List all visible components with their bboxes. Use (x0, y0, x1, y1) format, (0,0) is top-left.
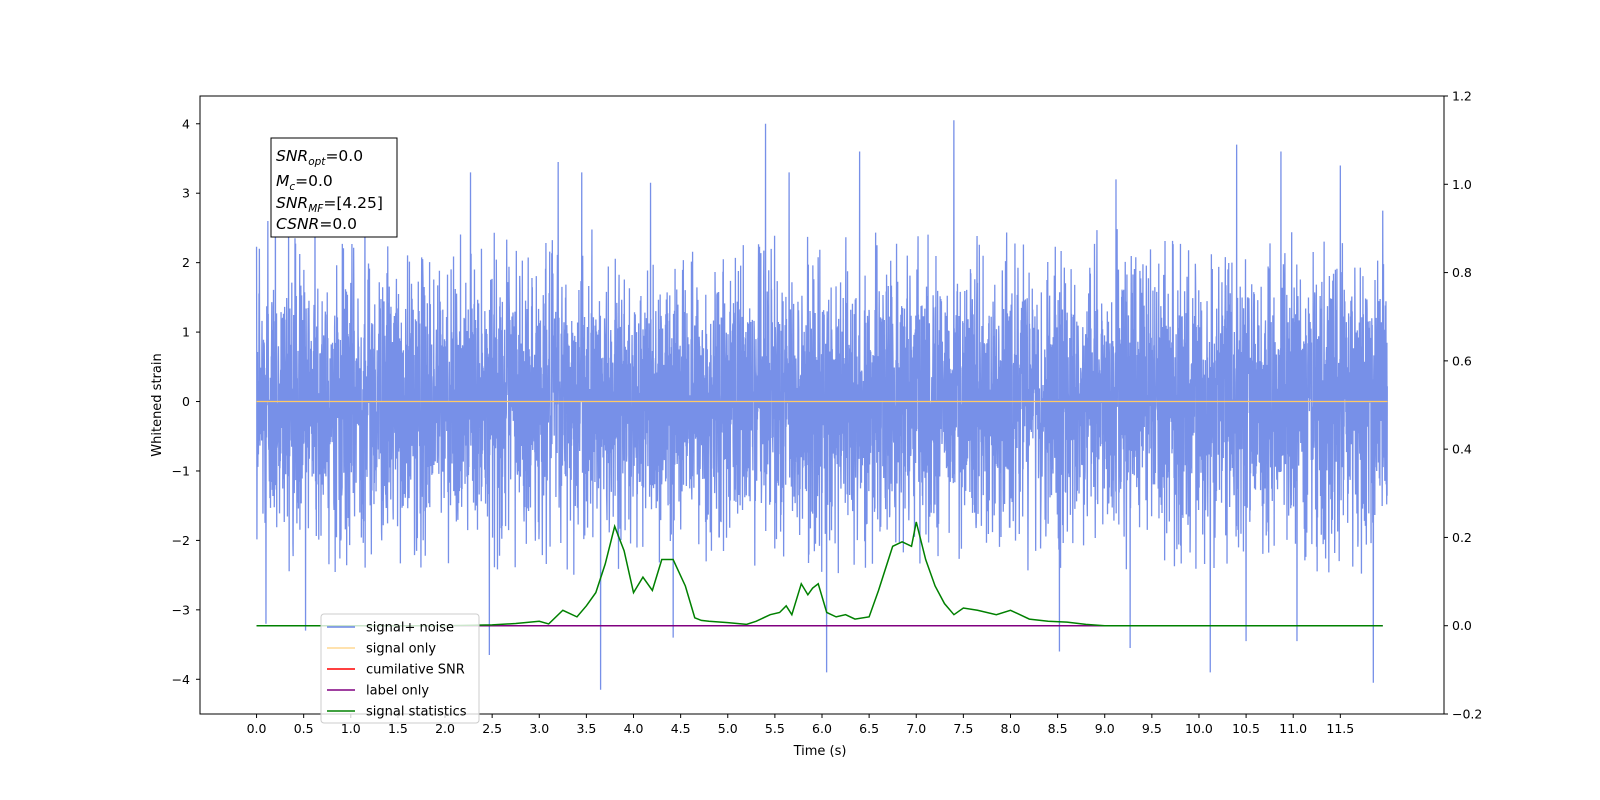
x-tick-label: 2.0 (435, 721, 455, 736)
legend-label-only: label only (327, 684, 429, 699)
x-tick-label: 9.0 (1095, 721, 1115, 736)
legend-signal-only: signal only (327, 642, 436, 657)
y-axis-label: Whitened strain (150, 353, 165, 456)
x-tick-label: 3.0 (529, 721, 549, 736)
y-tick-label: 1 (182, 325, 190, 340)
x-tick-label: 11.5 (1326, 721, 1354, 736)
legend: signal+ noise signal only cumilative SNR la… (320, 613, 480, 724)
x-tick-label: 3.5 (576, 721, 596, 736)
y2-tick-label: 0.2 (1452, 530, 1472, 545)
x-tick-label: 9.5 (1142, 721, 1162, 736)
y2-tick-label: 0.4 (1452, 442, 1472, 457)
y2-tick-label: 1.0 (1452, 177, 1472, 192)
y-tick-label: −1 (172, 463, 190, 478)
stats-box (270, 137, 398, 238)
x-tick-label: 0.0 (247, 721, 267, 736)
legend-label: signal statistics (366, 705, 467, 720)
x-tick-label: 1.5 (388, 721, 408, 736)
legend-cumulative-snr: cumilative SNR (327, 663, 465, 678)
legend-label: signal only (366, 642, 436, 657)
stat-snr-mf: SNRMF=[4.25] (276, 194, 383, 215)
signal-noise-line (255, 120, 1389, 690)
legend-signal-statistics: signal statistics (327, 705, 467, 720)
x-tick-label: 6.0 (812, 721, 832, 736)
stat-mc: Mc=0.0 (276, 172, 333, 193)
y-axis-right: −0.2 0.0 0.2 0.4 0.6 0.8 1.0 1.2 (1444, 89, 1482, 722)
x-tick-label: 5.0 (718, 721, 738, 736)
x-tick-label: 4.0 (624, 721, 644, 736)
y-axis-left: −4 −3 −2 −1 0 1 2 3 4 (172, 116, 200, 687)
legend-signal-noise: signal+ noise (327, 621, 454, 636)
x-tick-label: 10.0 (1185, 721, 1213, 736)
y-tick-label: −3 (172, 602, 190, 617)
y-tick-label: −2 (172, 533, 190, 548)
legend-label: signal+ noise (366, 621, 454, 636)
x-tick-label: 10.5 (1232, 721, 1260, 736)
y2-tick-label: 0.6 (1452, 353, 1472, 368)
x-tick-label: 6.5 (859, 721, 879, 736)
x-axis-label: Time (s) (793, 744, 847, 759)
signal-statistics-line (256, 521, 1383, 627)
y2-tick-label: 0.0 (1452, 618, 1472, 633)
y2-tick-label: −0.2 (1452, 707, 1482, 722)
y-tick-label: 2 (182, 255, 190, 270)
stats-annotation: SNRopt=0.0 Mc=0.0 SNRMF=[4.25] CSNR=0.0 (270, 137, 398, 238)
x-tick-label: 8.0 (1001, 721, 1021, 736)
legend-label: cumilative SNR (366, 663, 465, 678)
x-tick-label: 7.5 (953, 721, 973, 736)
stat-snr-opt: SNRopt=0.0 (276, 147, 363, 168)
x-tick-label: 11.0 (1279, 721, 1307, 736)
signal-noise-series (255, 120, 1389, 690)
x-axis: 0.0 0.5 1.0 1.5 2.0 2.5 3.0 3.5 4.0 4.5 5.0 5.5 6.0 6… (247, 714, 1354, 736)
x-tick-label: 4.5 (671, 721, 691, 736)
y-tick-label: 4 (182, 116, 190, 131)
x-tick-label: 0.5 (294, 721, 314, 736)
stat-csnr: CSNR=0.0 (276, 215, 357, 233)
x-tick-label: 7.0 (906, 721, 926, 736)
y-tick-label: 3 (182, 186, 190, 201)
y2-tick-label: 0.8 (1452, 265, 1472, 280)
y-tick-label: −4 (172, 672, 190, 687)
x-tick-label: 2.5 (482, 721, 502, 736)
legend-box (320, 613, 480, 724)
y-tick-label: 0 (182, 394, 190, 409)
legend-label: label only (366, 684, 429, 699)
x-tick-label: 5.5 (765, 721, 785, 736)
y2-tick-label: 1.2 (1452, 89, 1472, 104)
x-tick-label: 1.0 (341, 721, 361, 736)
x-tick-label: 8.5 (1048, 721, 1068, 736)
